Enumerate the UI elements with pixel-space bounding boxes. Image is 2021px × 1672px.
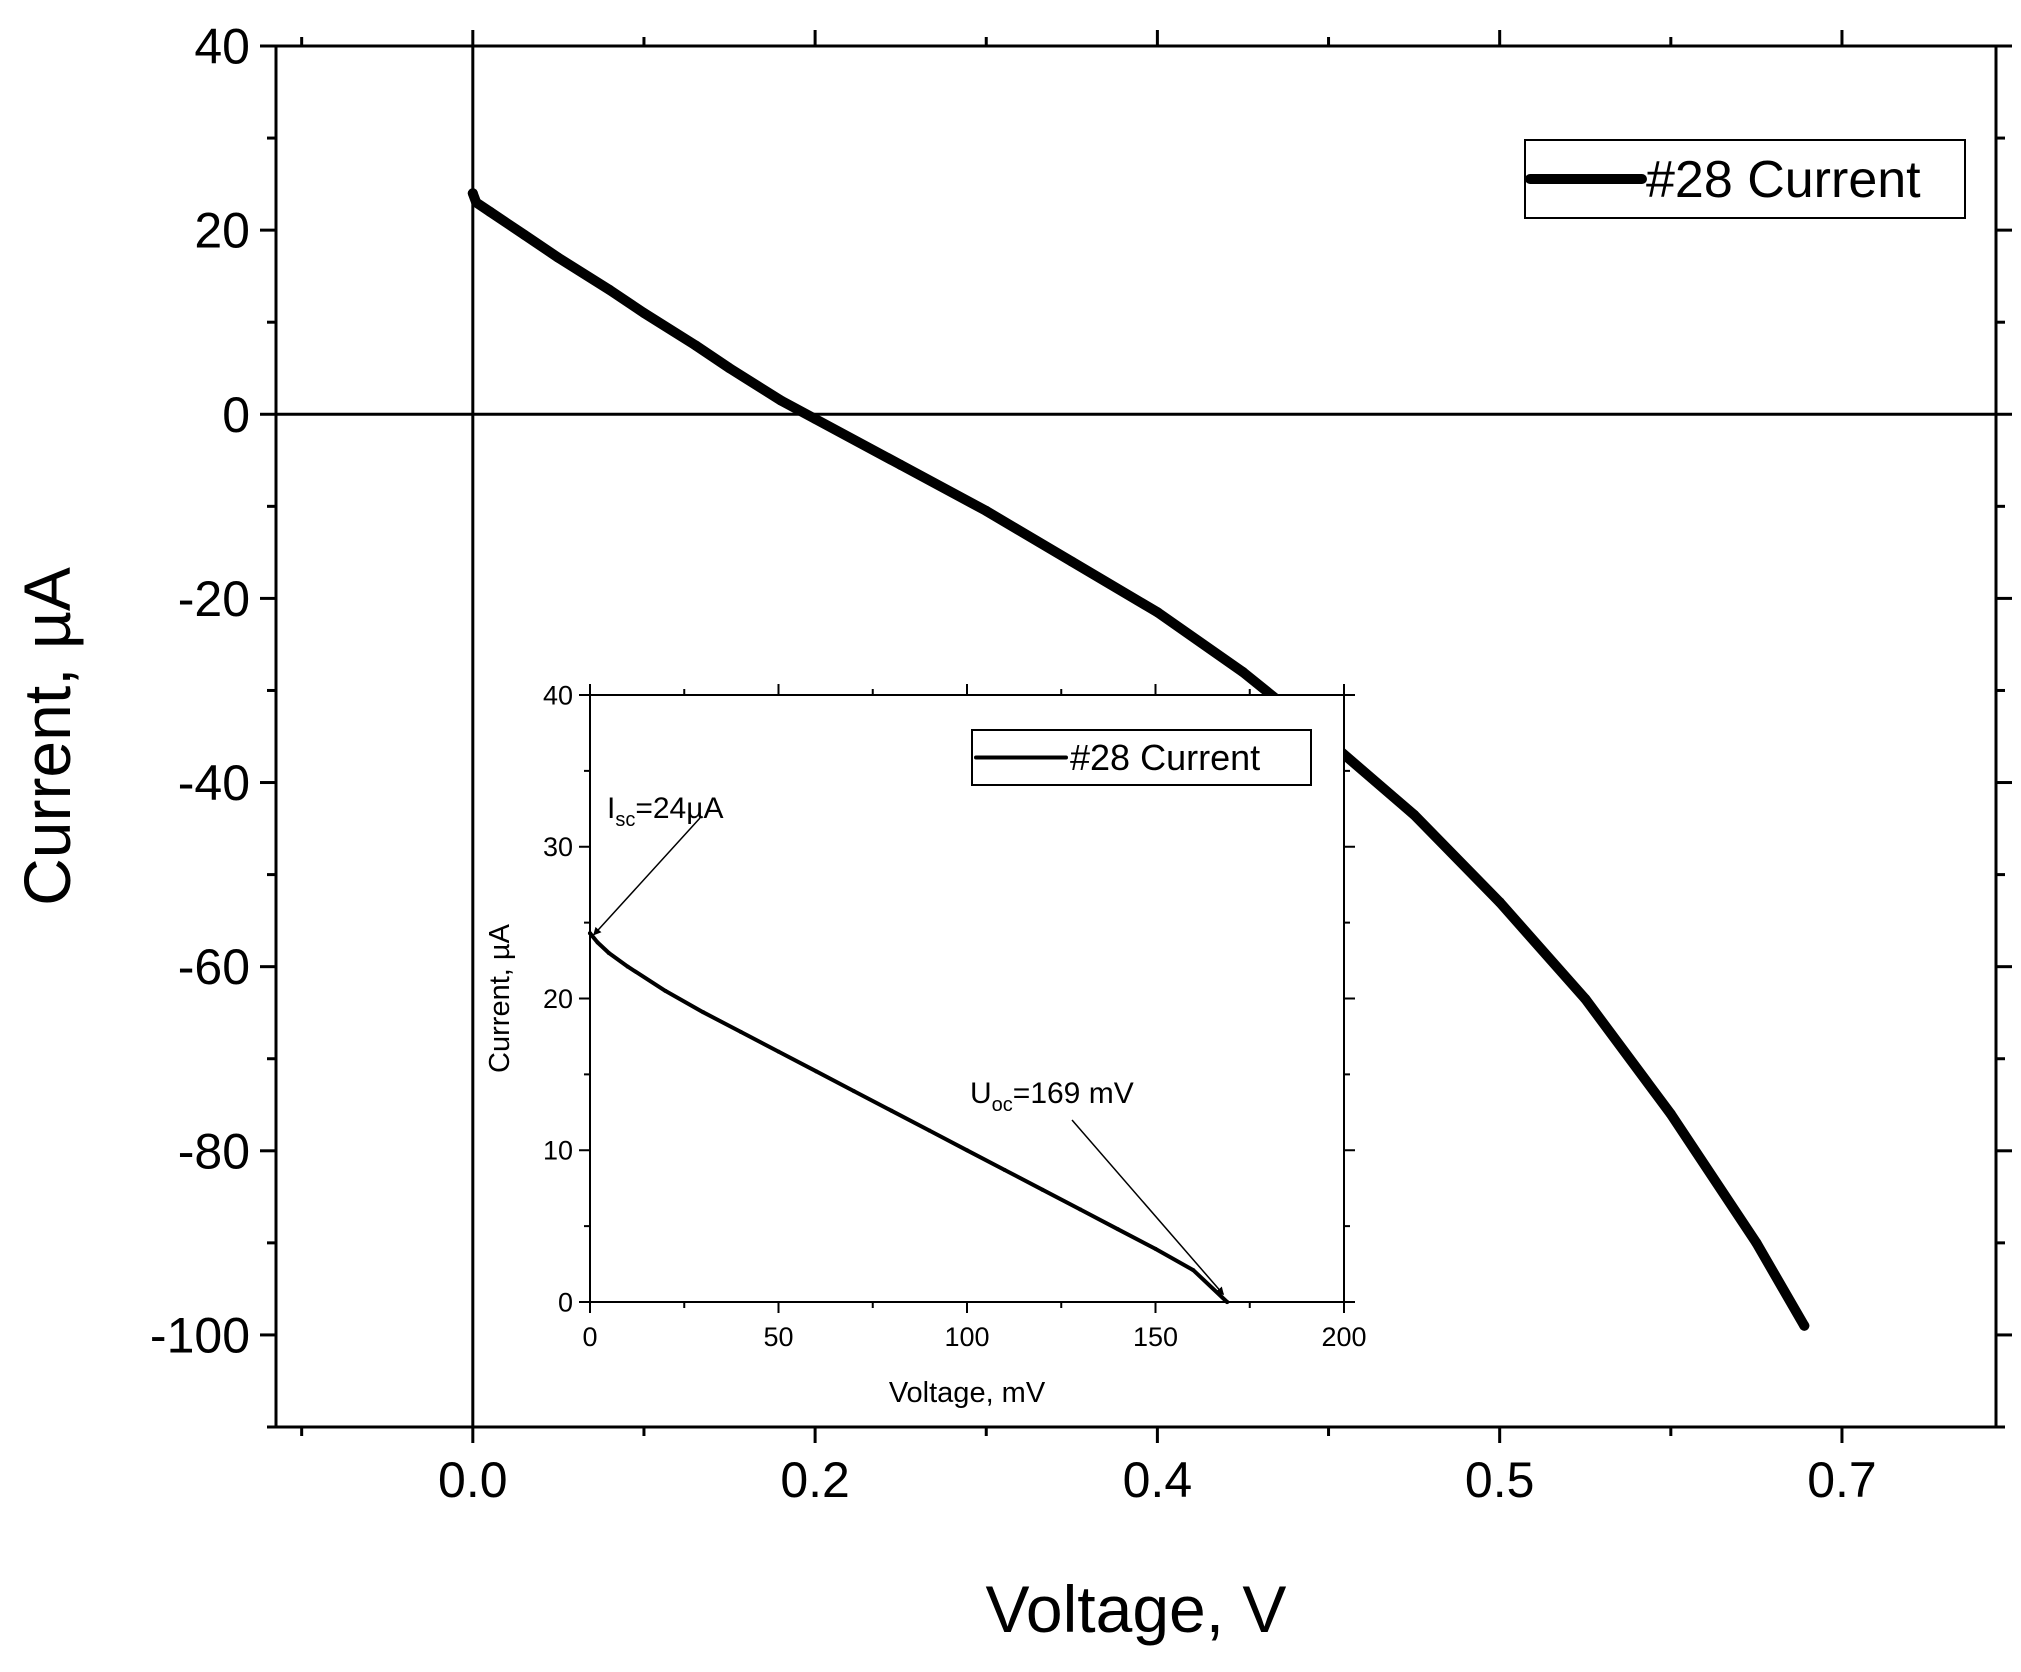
inset-y-tick-label: 40 — [543, 680, 573, 710]
inset-data-point — [1115, 1227, 1120, 1232]
inset-data-point — [625, 964, 630, 969]
x-tick-label: 0.5 — [1465, 1452, 1535, 1508]
inset-y-tick-label: 10 — [543, 1136, 573, 1166]
y-tick-label: -40 — [178, 755, 250, 811]
inset-x-tick-label: 100 — [944, 1322, 989, 1352]
inset-data-point — [776, 1049, 781, 1054]
inset-data-point — [701, 1010, 706, 1015]
data-point — [1580, 993, 1591, 1004]
data-point — [553, 252, 564, 263]
annotation-subscript: oc — [992, 1094, 1013, 1116]
inset-annotation-arrow — [593, 817, 701, 936]
inset-data-point — [606, 950, 611, 955]
x-tick-label: 0.0 — [438, 1452, 508, 1508]
y-tick-label: -60 — [178, 939, 250, 995]
data-point — [519, 229, 530, 240]
data-point — [724, 363, 735, 374]
x-tick-label: 0.2 — [780, 1452, 850, 1508]
y-tick-label: 40 — [194, 19, 250, 75]
data-point — [1066, 556, 1077, 567]
y-tick-label: -20 — [178, 571, 250, 627]
data-point — [604, 284, 615, 295]
inset-data-point — [1153, 1246, 1158, 1251]
inset-data-point — [1078, 1207, 1083, 1212]
inset-annotation-sc: Isc=24µA — [607, 792, 724, 831]
inset-data-point — [663, 988, 668, 993]
main-chart: 0.0 0.2 0.4 0.5 0.740200-20-40-60-80-100Volt… — [10, 19, 2012, 1646]
inset-data-point — [814, 1069, 819, 1074]
inset-x-tick-label: 200 — [1321, 1322, 1366, 1352]
data-point — [690, 340, 701, 351]
inset-plot-frame — [589, 694, 1345, 1303]
inset-annotation-oc: Uoc=169 mV — [970, 1077, 1134, 1116]
inset-x-tick-label: 50 — [763, 1322, 793, 1352]
data-point — [467, 188, 478, 199]
y-tick-label: -80 — [178, 1123, 250, 1179]
data-point — [1237, 667, 1248, 678]
inset-x-axis-title: Voltage, mV — [889, 1377, 1046, 1409]
annotation-subscript: sc — [615, 809, 635, 831]
inset-annotation-arrow — [1071, 1119, 1225, 1296]
y-tick-label: -100 — [150, 1307, 250, 1363]
annotation-value: =169 mV — [1013, 1077, 1134, 1110]
inset-data-point — [1040, 1187, 1045, 1192]
plot-frame — [274, 44, 1998, 1429]
inset-plot-background — [590, 695, 1344, 1302]
annotation-main: I — [607, 792, 615, 825]
data-point — [484, 206, 495, 217]
inset-x-tick-label: 0 — [582, 1322, 597, 1352]
data-point — [810, 413, 821, 424]
inset-data-point — [965, 1148, 969, 1153]
inset-y-tick-label: 0 — [558, 1287, 573, 1317]
data-point — [1751, 1237, 1762, 1248]
data-point — [1665, 1108, 1676, 1119]
inset-legend-label: #28 Current — [1070, 737, 1260, 778]
inset-y-tick-label: 20 — [543, 984, 573, 1014]
data-point — [471, 197, 482, 208]
inset-data-point — [1002, 1167, 1007, 1172]
data-point — [775, 395, 786, 406]
inset-y-axis-title: Current, µA — [484, 923, 516, 1073]
inset-y-tick-label: 30 — [543, 832, 573, 862]
y-tick-label: 20 — [194, 203, 250, 259]
inset-data-point — [851, 1089, 856, 1094]
inset-chart: 0 50 100 150 200 0 10 20 30 40 Voltage, mV Current,… — [484, 680, 1367, 1409]
inset-data-point — [927, 1128, 932, 1133]
inset-data-point — [738, 1029, 743, 1034]
annotation-main: U — [970, 1077, 992, 1110]
data-point — [1799, 1320, 1810, 1331]
data-point — [1152, 607, 1163, 618]
data-point — [981, 505, 992, 516]
data-point — [895, 459, 906, 470]
legend-label: #28 Current — [1646, 151, 1921, 209]
data-point — [1494, 897, 1505, 908]
inset-data-point — [1191, 1268, 1196, 1273]
x-tick-label: 0.7 — [1807, 1452, 1877, 1508]
annotation-value: =24µA — [635, 792, 723, 825]
x-axis-title: Voltage, V — [986, 1572, 1287, 1646]
inset-x-tick-label: 150 — [1133, 1322, 1178, 1352]
y-axis-title: Current, µA — [10, 567, 84, 906]
inset-data-point — [595, 940, 600, 945]
inset-data-point — [889, 1108, 894, 1113]
data-point — [638, 307, 649, 318]
y-tick-label: 0 — [222, 387, 250, 443]
data-point — [1409, 809, 1420, 820]
inset-series-line-0 — [588, 931, 1230, 1304]
x-tick-label: 0.4 — [1123, 1452, 1193, 1508]
